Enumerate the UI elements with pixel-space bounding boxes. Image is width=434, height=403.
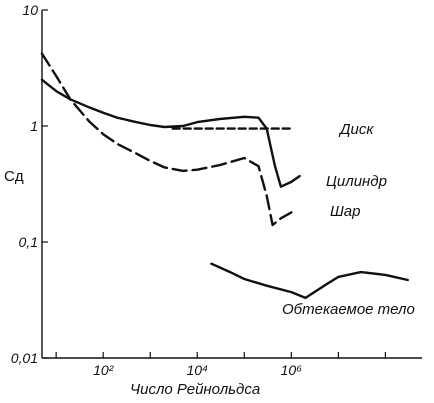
x-tick-label: 10⁶ (281, 362, 303, 378)
series-line-streamlined-body (210, 262, 409, 300)
tick-labels: 10² 10⁴ 10⁶ 10 1 0,1 0,01 (11, 2, 302, 378)
x-tick-label: 10² (93, 362, 115, 378)
x-axis-label: Число Рейнольдса (130, 381, 260, 398)
y-axis-label: Сд (4, 168, 24, 185)
series-line-cylinder (40, 78, 301, 188)
y-tick-label: 0,1 (19, 234, 38, 250)
y-tick-label: 0,01 (11, 350, 38, 366)
series-line-sphere (40, 52, 293, 227)
y-tick-label: 10 (22, 2, 38, 18)
series-label-cylinder: Цилиндр (326, 173, 387, 190)
series-label-streamlined-body: Обтекаемое тело (282, 301, 415, 318)
y-tick-label: 1 (30, 118, 38, 134)
series-labels: Диск Цилиндр Шар Обтекаемое тело (282, 121, 415, 318)
curves (40, 52, 409, 300)
series-label-disk: Диск (338, 121, 374, 138)
axes (41, 10, 422, 359)
series-label-sphere: Шар (330, 203, 361, 220)
x-tick-label: 10⁴ (186, 362, 208, 378)
ticks (42, 9, 387, 359)
